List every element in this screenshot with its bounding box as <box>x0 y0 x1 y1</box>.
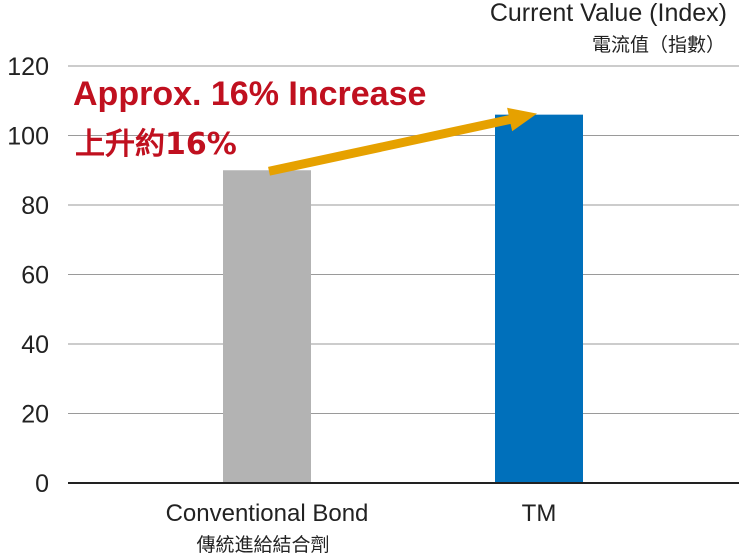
y-tick-label: 120 <box>7 53 49 81</box>
bars <box>223 114 583 484</box>
y-tick-labels: 0 20 40 60 80 100 120 <box>7 53 49 498</box>
category-sublabel: 傳統進給結合劑 <box>196 534 329 555</box>
increase-annotation-subtext: 上升約16% <box>75 127 237 162</box>
increase-arrow <box>268 114 513 176</box>
category-label: TM <box>522 500 557 527</box>
bar-conventional-bond <box>223 170 311 483</box>
gridlines <box>68 65 739 414</box>
increase-annotation: Approx. 16% Increase 上升約16% <box>73 75 537 176</box>
y-axis-title: Current Value (Index) <box>490 0 727 27</box>
y-tick-label: 0 <box>35 470 49 498</box>
y-tick-label: 60 <box>21 262 49 290</box>
y-tick-label: 40 <box>21 331 49 359</box>
category-labels: Conventional Bond TM 傳統進給結合劑 <box>166 500 557 555</box>
bar-tm <box>495 114 583 484</box>
category-label: Conventional Bond <box>166 500 369 527</box>
y-axis-subtitle: 電流值（指數） <box>592 34 725 56</box>
increase-annotation-text: Approx. 16% Increase <box>73 75 426 113</box>
y-tick-label: 20 <box>21 401 49 429</box>
y-tick-label: 100 <box>7 123 49 151</box>
increase-arrowhead-icon <box>507 107 537 132</box>
y-tick-label: 80 <box>21 192 49 220</box>
